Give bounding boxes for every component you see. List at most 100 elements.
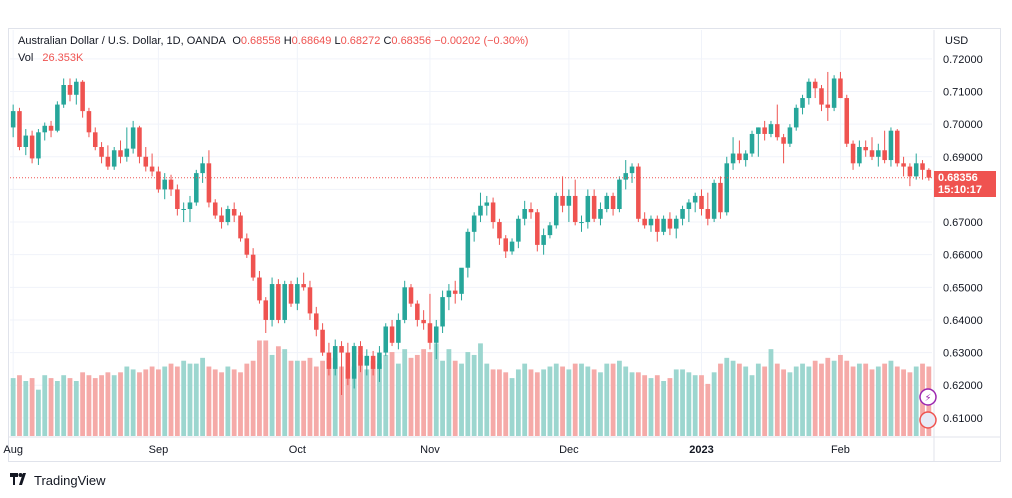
candle-body: [111, 150, 117, 167]
candle-body: [282, 284, 287, 320]
volume-bar: [673, 369, 679, 436]
volume-bar: [629, 372, 635, 436]
candle-body: [17, 111, 22, 147]
candle-body: [604, 195, 610, 209]
y-tick-label: 0.63000: [943, 348, 983, 360]
volume-bar: [850, 366, 856, 436]
volume-bar: [377, 363, 382, 436]
volume-bar: [351, 366, 357, 436]
volume-bar: [787, 372, 793, 436]
candle-body: [680, 209, 685, 219]
volume-bar: [591, 369, 597, 436]
candle-body: [901, 163, 906, 167]
candle-body: [699, 195, 704, 209]
candle-body: [642, 218, 647, 226]
candle-body: [471, 215, 477, 232]
volume-bar: [124, 366, 130, 436]
volume-bar: [452, 360, 458, 436]
candle-body: [844, 98, 850, 144]
volume-bar: [604, 363, 610, 436]
volume-bar: [345, 369, 351, 436]
high-value: 0.68649: [291, 35, 332, 47]
candle-body: [55, 104, 60, 131]
candle-body: [244, 238, 250, 255]
volume-bar: [301, 360, 307, 436]
candle-body: [383, 326, 389, 353]
candle-body: [36, 132, 41, 159]
lightning-glyph-icon: ⚡: [924, 393, 931, 404]
candle-body: [863, 147, 868, 151]
candle-body: [547, 225, 553, 236]
tradingview-logo-icon: [10, 472, 30, 488]
volume-bar: [838, 354, 843, 436]
volume-bar: [358, 354, 363, 436]
candle-body: [806, 81, 812, 99]
volume-bar: [181, 360, 187, 436]
volume-bar: [80, 372, 86, 436]
candle-body: [194, 173, 199, 203]
candle-body: [629, 166, 635, 174]
candle-body: [516, 218, 521, 242]
open-value: 0.68558: [240, 35, 281, 47]
volume-bar: [332, 357, 338, 436]
candle-body: [307, 287, 313, 314]
volume-bar: [617, 360, 622, 436]
candle-body: [503, 238, 509, 252]
volume-bar: [528, 369, 534, 436]
volume-bar: [313, 366, 319, 436]
volume-bar: [623, 366, 629, 436]
volume-bar: [768, 349, 774, 436]
volume-bar: [522, 363, 528, 436]
candle-body: [920, 163, 925, 170]
candle-body: [175, 189, 180, 209]
candle-body: [749, 133, 755, 154]
candle-body: [497, 222, 502, 239]
volume-bar: [174, 366, 180, 436]
candle-body: [553, 195, 559, 226]
change-value: −0.00202 (−0.30%): [434, 35, 529, 47]
volume-bar: [667, 378, 673, 436]
candle-body: [718, 182, 723, 213]
volume-bar: [36, 389, 41, 436]
candle-body: [756, 127, 761, 134]
volume-bar: [654, 375, 660, 436]
close-label: C: [383, 35, 392, 47]
volume-bar: [193, 363, 199, 436]
candle-body: [648, 218, 654, 226]
footer-brand[interactable]: TradingView: [10, 472, 106, 488]
candle-body: [623, 173, 628, 180]
candle-body: [762, 127, 767, 134]
volume-bar: [320, 360, 325, 436]
candle-body: [440, 297, 445, 327]
candle-body: [598, 209, 603, 219]
candle-body: [130, 127, 136, 149]
volume-bar: [515, 369, 521, 436]
currency-label: USD: [945, 35, 968, 47]
candle-body: [838, 78, 843, 99]
volume-bar: [282, 349, 288, 436]
candle-body: [724, 163, 730, 213]
volume-label: Vol: [18, 52, 34, 64]
high-label: H: [283, 35, 292, 47]
chart-frame[interactable]: [8, 28, 1001, 462]
volume-bar: [547, 366, 553, 436]
candle-body: [743, 153, 748, 161]
volume-bar: [105, 372, 111, 436]
volume-bar: [503, 372, 509, 436]
candle-body: [105, 156, 111, 167]
candle-body: [48, 125, 54, 131]
volume-bar: [162, 366, 168, 436]
volume-bar: [610, 363, 616, 436]
volume-bar: [86, 375, 92, 436]
y-tick-label: 0.66000: [943, 250, 983, 262]
candle-body: [572, 195, 578, 223]
candle-body: [67, 85, 73, 95]
volume-bar: [61, 375, 67, 436]
x-tick-label: Sep: [149, 444, 169, 456]
volume-bar: [484, 363, 490, 436]
candle-body: [655, 218, 660, 232]
volume-bar: [408, 357, 414, 436]
volume-bar: [572, 363, 578, 436]
candle-body: [168, 179, 174, 190]
